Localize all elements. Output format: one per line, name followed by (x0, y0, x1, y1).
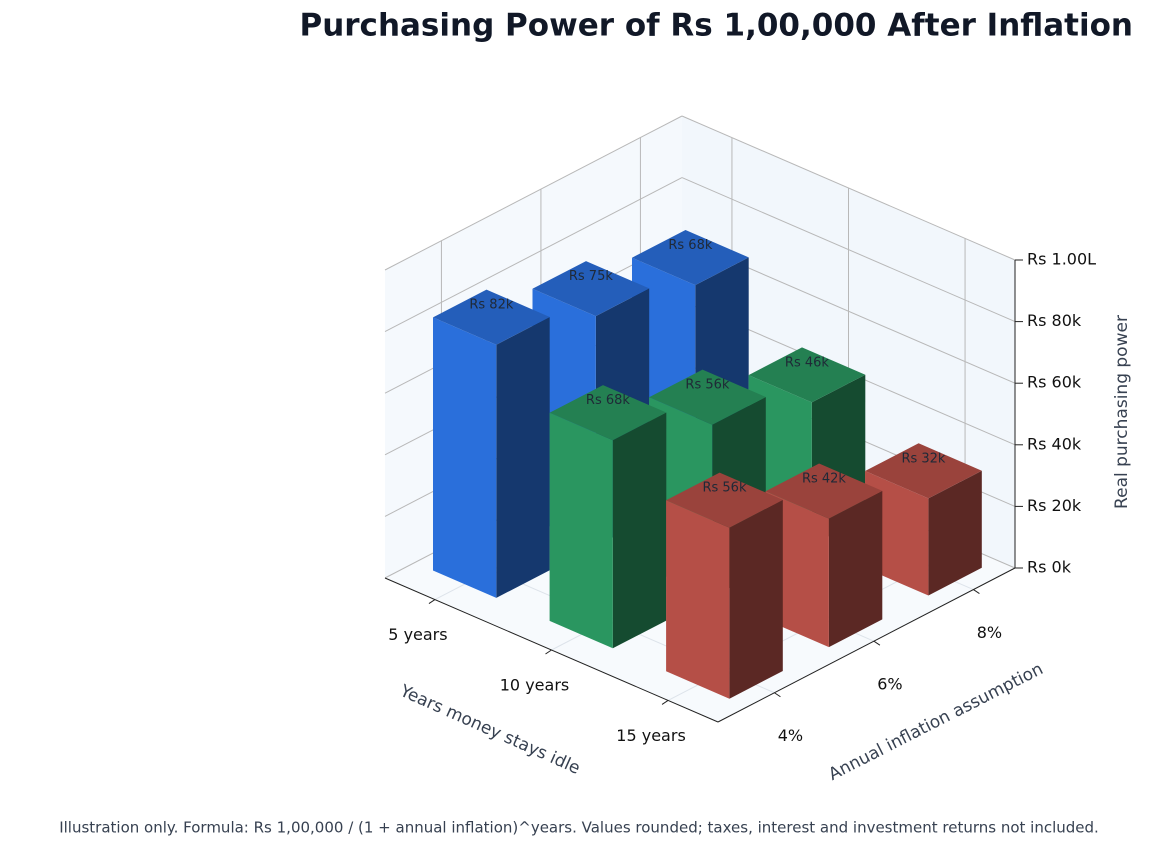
bar-top (666, 472, 783, 528)
bar-side (496, 317, 550, 598)
bar-front (549, 412, 613, 649)
tick-mark (774, 692, 781, 698)
tick-mark (873, 640, 881, 646)
grid-line (681, 177, 1016, 323)
value-label: Rs 42k (802, 472, 846, 487)
bar-side (828, 490, 883, 648)
chart-title: Purchasing Power of Rs 1,00,000 After In… (299, 8, 1133, 44)
bar-top (532, 261, 650, 317)
bar-front (666, 500, 730, 699)
value-label: Rs 68k (668, 238, 712, 253)
z-tick-label: Rs 40k (1027, 434, 1082, 453)
y-tick-label: 8% (977, 623, 1002, 642)
x-axis-label: Years money stays idle (396, 681, 583, 779)
value-label: Rs 46k (785, 355, 829, 370)
x-tick-label: 15 years (616, 726, 685, 745)
tick-mark (661, 699, 669, 705)
grid-line (681, 115, 1016, 261)
tick-mark (973, 589, 980, 594)
z-tick-label: Rs 0k (1027, 558, 1072, 577)
y-tick-label: 6% (877, 675, 902, 694)
bar-top (765, 463, 883, 519)
tick-mark (545, 649, 552, 655)
footnote: Illustration only. Formula: Rs 1,00,000 … (59, 819, 1099, 837)
value-label: Rs 68k (586, 393, 630, 408)
bar-top (549, 385, 667, 441)
z-tick-label: Rs 1.00L (1027, 250, 1096, 269)
bar-top (433, 289, 550, 345)
bar-top (748, 347, 866, 403)
grid-line (384, 115, 683, 271)
value-label: Rs 56k (702, 481, 746, 496)
value-label: Rs 32k (901, 451, 945, 466)
bar-top (632, 230, 749, 286)
tick-mark (428, 599, 436, 605)
bar-side (729, 499, 783, 699)
bar-top (649, 369, 766, 425)
x-tick-label: 10 years (500, 676, 569, 695)
bar-top (865, 443, 982, 499)
x-tick-label: 5 years (388, 625, 447, 644)
y-tick-label: 4% (778, 726, 803, 745)
grid-line (384, 177, 683, 333)
bar-front (433, 317, 497, 598)
axis-line (717, 567, 1016, 723)
z-axis-label: Real purchasing power (1112, 315, 1132, 509)
z-tick-label: Rs 20k (1027, 496, 1082, 515)
bar-side (928, 470, 982, 596)
z-tick-label: Rs 80k (1027, 311, 1082, 330)
z-tick-label: Rs 60k (1027, 373, 1082, 392)
value-label: Rs 75k (569, 269, 613, 284)
bar-side (612, 412, 667, 649)
y-axis-label: Annual inflation assumption (825, 659, 1046, 785)
value-label: Rs 56k (685, 378, 729, 393)
value-label: Rs 82k (469, 298, 513, 313)
